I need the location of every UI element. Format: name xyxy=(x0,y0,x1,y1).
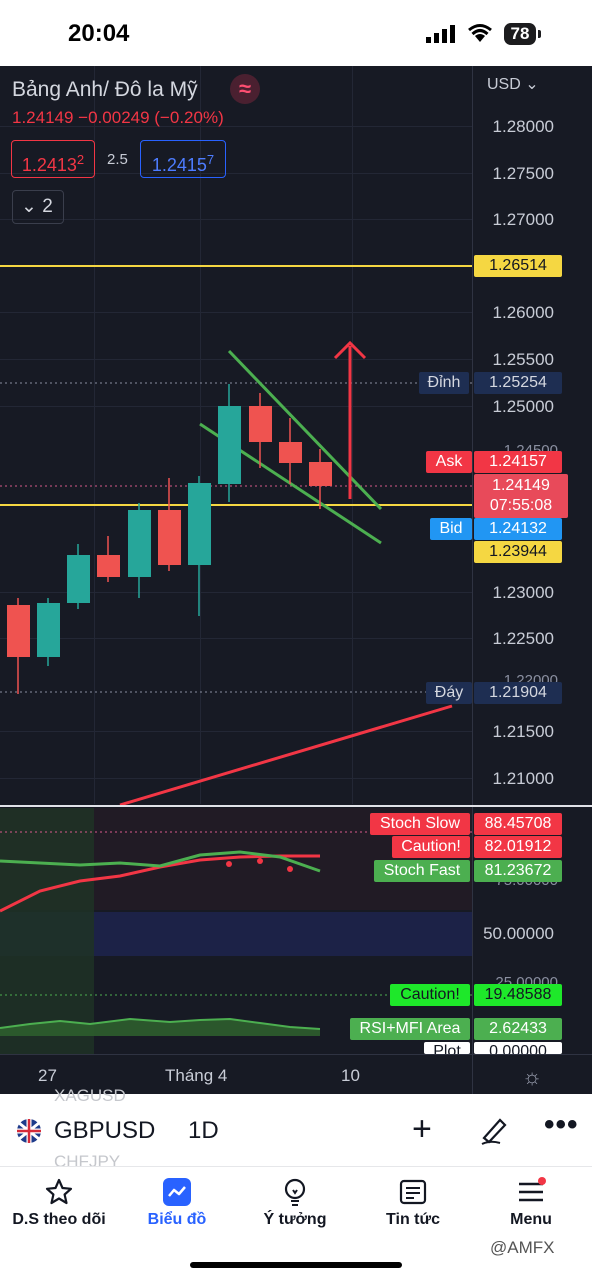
gbp-flag-icon xyxy=(17,1119,41,1143)
tab-menu[interactable]: Menu xyxy=(472,1167,590,1247)
support-price-tag: 1.23944 xyxy=(474,541,562,563)
symbol-bar xyxy=(0,1094,592,1166)
bottom-tab-bar: D.S theo dõi Biểu đồ Ý tưởng Tin tức Men… xyxy=(0,1166,592,1281)
tab-news[interactable]: Tin tức xyxy=(354,1167,472,1247)
currency-selector[interactable]: USD ⌄ xyxy=(487,76,539,93)
tab-label: Ý tưởng xyxy=(263,1211,327,1228)
ask-label: Ask xyxy=(426,451,472,473)
stoch-fast-value: 81.23672 xyxy=(474,860,562,882)
chart-icon xyxy=(163,1178,191,1206)
menu-icon xyxy=(519,1177,546,1202)
status-bar: 20:04 78 xyxy=(0,0,592,66)
price-tick: 1.27500 xyxy=(492,164,554,183)
tab-label: Biểu đồ xyxy=(147,1211,207,1228)
x-axis-label: 27 xyxy=(38,1066,57,1085)
last-price-tag: 1.24149 07:55:08 xyxy=(474,474,568,518)
battery-icon: 78 xyxy=(504,23,536,45)
day-label: Đáy xyxy=(426,682,472,704)
pane-separator[interactable] xyxy=(0,805,592,807)
x-axis-label: 10 xyxy=(341,1066,360,1085)
bid-price-tag: 1.24132 xyxy=(474,518,562,540)
price-tick: 1.28000 xyxy=(492,117,554,136)
cellular-signal-icon xyxy=(426,25,455,43)
tab-label: D.S theo dõi xyxy=(12,1211,106,1228)
plot-label: Plot xyxy=(424,1042,470,1054)
tab-ideas[interactable]: Ý tưởng xyxy=(236,1167,354,1247)
plot-value: 0.00000 xyxy=(474,1042,562,1054)
price-tick: 1.23000 xyxy=(492,583,554,602)
caution-high-label: Caution! xyxy=(392,836,470,858)
drawing-tool-icon[interactable] xyxy=(478,1114,510,1146)
tab-label: Menu xyxy=(510,1211,552,1228)
price-tick: 1.26000 xyxy=(492,303,554,322)
stoch-slow-label: Stoch Slow xyxy=(370,813,470,835)
tab-label: Tin tức xyxy=(386,1211,440,1228)
price-tick: 1.27000 xyxy=(492,210,554,229)
buy-button[interactable]: 1.24157 xyxy=(140,140,226,178)
bid-label: Bid xyxy=(430,518,472,540)
x-axis-label: Tháng 4 xyxy=(165,1066,228,1085)
price-tick: 1.21000 xyxy=(492,769,554,788)
interval-selector[interactable]: 1D xyxy=(188,1117,219,1144)
chart-settings-icon[interactable]: ☼ xyxy=(522,1064,543,1089)
rsi-mfi-value: 2.62433 xyxy=(474,1018,562,1040)
spread-value: 2.5 xyxy=(107,151,128,168)
price-tick: 1.25000 xyxy=(492,397,554,416)
tab-chart[interactable]: Biểu đồ xyxy=(118,1167,236,1247)
star-icon xyxy=(45,1178,73,1205)
price-tick: 1.25500 xyxy=(492,350,554,369)
news-icon xyxy=(399,1179,427,1205)
dinh-label: Đỉnh xyxy=(419,372,469,394)
stoch-fast-label: Stoch Fast xyxy=(374,860,470,882)
broker-logo-icon: ≈ xyxy=(230,74,260,104)
symbol-title[interactable]: Bảng Anh/ Đô la Mỹ xyxy=(12,78,198,101)
trend-line xyxy=(119,704,453,807)
stoch-fast-line xyxy=(0,850,321,873)
ghost-symbol: XAGUSD xyxy=(54,1086,126,1105)
status-time: 20:04 xyxy=(68,20,130,47)
lightbulb-icon xyxy=(284,1178,306,1206)
price-change: 1.24149 −0.00249 (−0.20%) xyxy=(12,108,224,127)
resistance-price-tag: 1.26514 xyxy=(474,255,562,277)
sell-button[interactable]: 1.24132 xyxy=(11,140,95,178)
symbol-name[interactable]: GBPUSD xyxy=(54,1117,156,1144)
rsi-mfi-label: RSI+MFI Area xyxy=(350,1018,470,1040)
caution-low-label: Caution! xyxy=(390,984,470,1006)
caution-high-value: 82.01912 xyxy=(474,836,562,858)
tab-watchlist[interactable]: D.S theo dõi xyxy=(0,1167,118,1247)
indicator-collapse-button[interactable]: ⌄ 2 xyxy=(12,190,64,224)
caution-low-value: 19.48588 xyxy=(474,984,562,1006)
ask-price-tag: 1.24157 xyxy=(474,451,562,473)
watermark: @AMFX xyxy=(490,1238,555,1257)
chart-canvas[interactable] xyxy=(0,66,472,1094)
home-indicator[interactable] xyxy=(190,1262,402,1268)
price-tick: 1.22500 xyxy=(492,629,554,648)
dinh-price-tag: 1.25254 xyxy=(474,372,562,394)
candles xyxy=(7,384,332,694)
price-tick: 1.21500 xyxy=(492,722,554,741)
battery-cap xyxy=(538,30,541,38)
chart-panel[interactable]: USD ⌄ 1.28000 1.27500 1.27000 1.26000 1.… xyxy=(0,66,592,1094)
stoch-slow-value: 88.45708 xyxy=(474,813,562,835)
add-icon[interactable]: + xyxy=(412,1110,432,1148)
more-options-icon[interactable]: ••• xyxy=(544,1108,579,1141)
wifi-icon xyxy=(468,24,492,42)
indicator-tick: 50.00000 xyxy=(483,924,554,943)
day-price-tag: 1.21904 xyxy=(474,682,562,704)
